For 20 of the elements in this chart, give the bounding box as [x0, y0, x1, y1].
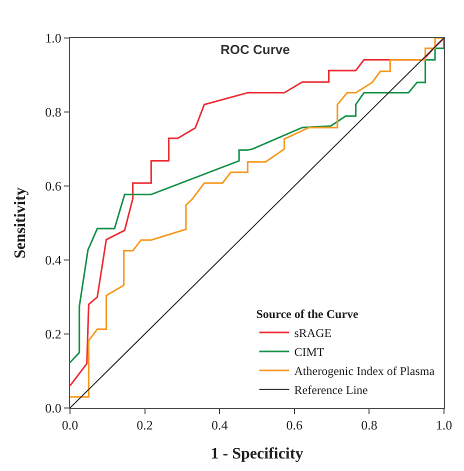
x-axis-title: 1 - Specificity [210, 445, 304, 462]
x-tick-label: 1.0 [436, 418, 452, 433]
x-tick-label: 0.0 [62, 418, 78, 433]
legend-label: Atherogenic Index of Plasma [294, 364, 436, 378]
y-tick-label: 0.2 [45, 326, 62, 342]
x-tick-label: 0.4 [211, 418, 228, 433]
chart-title: ROC Curve [220, 42, 290, 57]
y-tick-label: 0.0 [45, 400, 62, 416]
legend-label: Reference Line [294, 383, 368, 398]
x-tick-label: 0.6 [286, 418, 304, 433]
y-tick-label: 0.4 [45, 252, 62, 268]
y-tick-label: 0.6 [45, 178, 62, 194]
legend-label: sRAGE [294, 326, 332, 340]
y-axis-title: Sensitivity [12, 187, 30, 259]
y-tick-label: 1.0 [45, 30, 62, 46]
x-tick-label: 0.8 [361, 418, 378, 433]
y-tick-label: 0.8 [45, 104, 62, 120]
x-tick-label: 0.2 [136, 418, 153, 433]
legend-title: Source of the Curve [256, 306, 360, 321]
legend-label: CIMT [294, 345, 325, 360]
